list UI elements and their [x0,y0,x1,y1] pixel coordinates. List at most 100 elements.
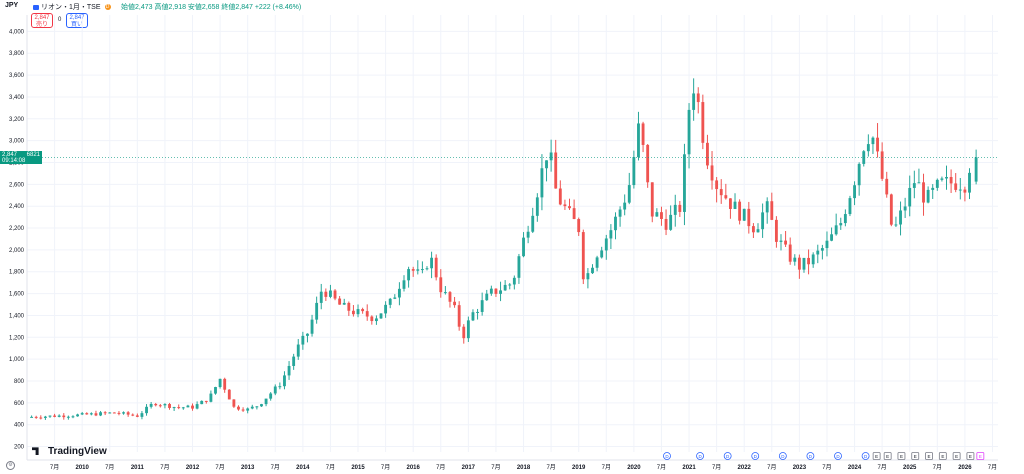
dividend-marker-glyph: D [665,454,669,459]
candle-body [535,197,539,216]
candle-body [43,416,47,418]
candle-body [761,212,765,230]
y-tick-label: 2,200 [9,226,25,232]
symbol-title[interactable]: リオン・1月・TSE D [33,2,111,12]
candle-body [80,413,84,415]
candle-body [715,180,719,190]
candle-body [935,179,939,188]
x-tick-label: 2024 [848,465,862,471]
y-tick-label: 1,800 [9,270,25,276]
candle-body [453,301,456,306]
candle-body [342,302,346,305]
candle-body [351,310,355,315]
x-tick-label: 7月 [215,464,224,471]
x-tick-label: 7月 [436,464,445,471]
candle-body [701,102,705,143]
candle-body [301,335,305,345]
y-tick-label: 200 [14,445,25,451]
last-price-tag: 2,847 6821 09:14:08 [0,151,42,165]
candle-body [931,187,935,190]
candle-body [402,280,406,289]
x-tick-label: 2018 [517,465,531,471]
candle-body [876,137,879,152]
candle-body [374,318,378,322]
earnings-marker-icon [966,452,975,460]
tradingview-logo[interactable]: TradingView [32,446,107,457]
earnings-marker-glyph: E [900,454,903,459]
x-tick-label: 2020 [627,465,641,471]
earnings-marker-icon [976,452,985,460]
candle-body [131,414,135,416]
candle-body [117,412,121,414]
candle-body [710,165,714,181]
x-tick-label: 7月 [271,464,280,471]
x-tick-label: 2014 [296,465,310,471]
candle-body [581,232,585,280]
candle-body [204,400,208,402]
x-tick-label: 2023 [793,465,807,471]
candle-body [39,417,43,419]
candle-body [522,237,525,257]
candle-body [416,269,420,271]
candle-body [191,405,194,409]
candle-body [591,267,594,274]
sell-button[interactable]: 2,847 売り [31,13,53,28]
candle-body [517,256,521,278]
candle-body [499,290,502,294]
candle-body [687,109,691,155]
x-tick-label: 7月 [491,464,500,471]
candle-body [195,404,199,409]
x-tick-label: 2011 [131,465,145,471]
symbol-logo-icon [33,4,39,10]
x-tick-label: 7月 [767,464,776,471]
candle-body [269,393,273,399]
x-tick-label: 2019 [572,465,586,471]
candle-body [149,403,153,407]
candle-body [770,201,774,220]
candle-body [563,204,567,207]
candle-body [807,257,811,265]
earnings-marker-glyph: E [941,454,944,459]
candle-body [545,160,548,169]
candle-body [361,309,365,312]
candle-body [678,204,682,212]
candle-body [186,405,190,408]
candle-body [756,229,760,233]
candle-body [34,416,38,418]
candle-body [820,248,824,251]
candle-body [232,399,236,407]
candle-body [145,406,148,414]
candle-body [940,178,944,180]
candle-body [572,208,576,220]
y-tick-label: 2,400 [9,204,25,210]
candle-body [489,288,493,294]
candle-body [903,206,907,211]
x-tick-label: 7月 [546,464,555,471]
last-price-value: 2,847 [2,152,18,159]
candle-body [862,151,866,164]
candle-body [223,378,227,390]
y-tick-label: 400 [14,423,25,429]
candle-body [154,403,158,406]
candle-body [738,201,742,221]
candle-body [30,416,34,418]
dividend-marker-icon [834,452,842,460]
candle-body [407,269,411,281]
settings-gear-icon[interactable]: ⚙ [6,461,15,470]
x-tick-label: 2010 [75,465,89,471]
x-tick-label: 2026 [958,465,972,471]
candle-body [384,304,388,314]
currency-label[interactable]: JPY [5,2,19,9]
dividend-marker-icon [806,452,815,460]
x-tick-label: 7月 [160,464,169,471]
y-tick-label: 3,200 [9,117,25,123]
candle-body [439,277,443,293]
candle-body [338,298,342,305]
candle-body [457,305,461,327]
candle-body [135,415,139,417]
x-tick-label: 2021 [682,465,696,471]
earnings-marker-icon [938,452,947,460]
candle-body [908,187,912,207]
